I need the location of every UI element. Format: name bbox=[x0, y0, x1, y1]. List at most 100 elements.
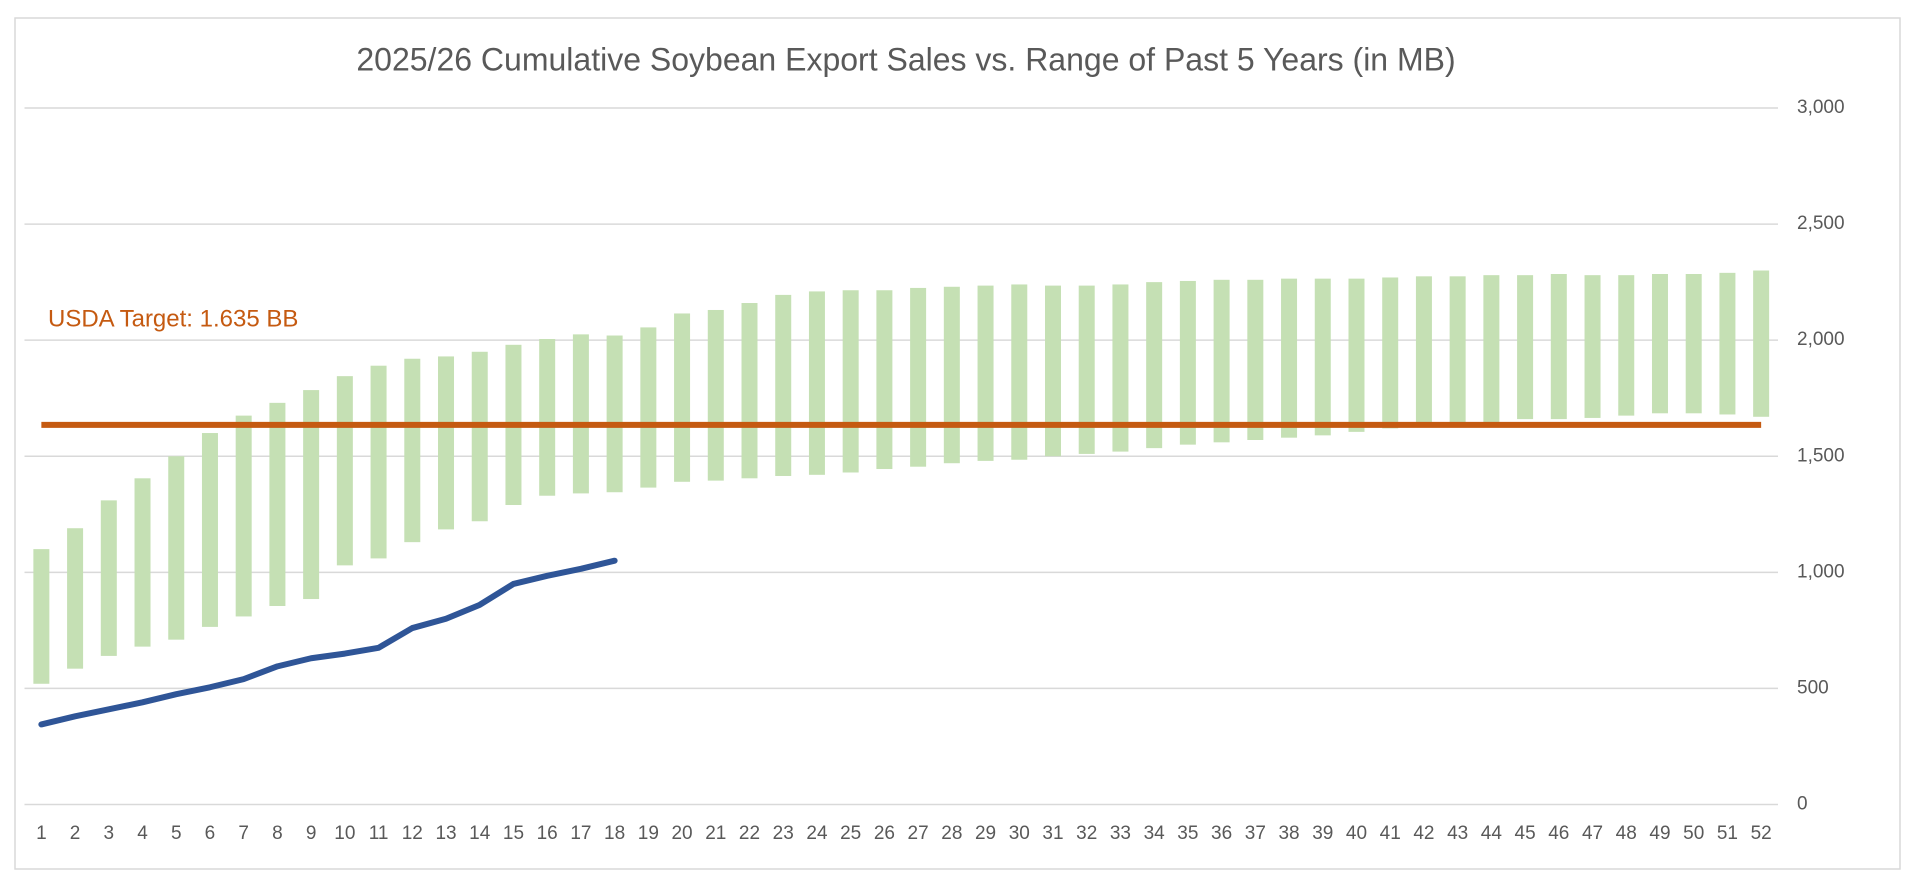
x-tick-label: 51 bbox=[1717, 823, 1738, 844]
range-bar bbox=[1314, 278, 1331, 436]
x-tick-label: 18 bbox=[604, 823, 625, 844]
range-bar bbox=[1011, 284, 1028, 460]
range-bar bbox=[977, 285, 994, 461]
x-tick-label: 37 bbox=[1245, 823, 1266, 844]
x-tick-label: 4 bbox=[137, 823, 148, 844]
x-tick-label: 14 bbox=[469, 823, 491, 844]
x-tick-label: 26 bbox=[874, 823, 895, 844]
range-bar bbox=[1146, 282, 1163, 449]
range-bar bbox=[606, 335, 623, 493]
range-bar bbox=[572, 334, 589, 494]
x-tick-label: 10 bbox=[334, 823, 355, 844]
range-bar bbox=[1584, 275, 1601, 418]
x-tick-label: 17 bbox=[570, 823, 591, 844]
y-tick-label: 500 bbox=[1797, 677, 1829, 698]
x-tick-label: 11 bbox=[369, 823, 389, 844]
x-tick-label: 9 bbox=[306, 823, 317, 844]
y-tick-label: 0 bbox=[1797, 794, 1808, 815]
range-bar bbox=[539, 339, 556, 496]
range-bar bbox=[438, 356, 455, 530]
x-tick-label: 6 bbox=[205, 823, 216, 844]
range-bar bbox=[1247, 279, 1264, 440]
range-bar bbox=[1719, 272, 1736, 415]
range-bar bbox=[1517, 275, 1534, 420]
x-tick-label: 3 bbox=[104, 823, 115, 844]
x-tick-label: 5 bbox=[171, 823, 182, 844]
x-tick-label: 13 bbox=[435, 823, 456, 844]
x-tick-label: 52 bbox=[1751, 823, 1772, 844]
x-tick-label: 32 bbox=[1076, 823, 1097, 844]
y-tick-label: 1,500 bbox=[1797, 445, 1845, 466]
range-bar bbox=[1685, 273, 1702, 414]
range-bar bbox=[1078, 285, 1095, 454]
x-tick-label: 44 bbox=[1481, 823, 1503, 844]
range-bar bbox=[707, 309, 724, 481]
x-tick-label: 15 bbox=[503, 823, 524, 844]
range-bar bbox=[640, 327, 657, 488]
x-tick-label: 36 bbox=[1211, 823, 1232, 844]
x-tick-label: 41 bbox=[1380, 823, 1401, 844]
range-bar bbox=[1112, 284, 1129, 452]
x-tick-label: 19 bbox=[638, 823, 659, 844]
range-bar bbox=[674, 313, 691, 482]
range-bar bbox=[1483, 275, 1500, 423]
line-series bbox=[38, 557, 618, 728]
range-bar bbox=[876, 290, 893, 470]
range-bar bbox=[100, 500, 117, 656]
range-bar bbox=[842, 290, 859, 473]
range-bar bbox=[269, 402, 286, 606]
range-bar bbox=[33, 549, 50, 684]
range-bar bbox=[201, 433, 218, 627]
range-bar bbox=[741, 303, 758, 479]
x-tick-label: 24 bbox=[806, 823, 828, 844]
range-bar bbox=[1179, 280, 1196, 445]
range-bar bbox=[336, 376, 353, 566]
x-tick-label: 34 bbox=[1144, 823, 1166, 844]
y-tick-label: 2,500 bbox=[1797, 213, 1845, 234]
range-bar bbox=[67, 528, 84, 669]
range-bar bbox=[1449, 276, 1466, 424]
range-bar bbox=[1550, 273, 1567, 420]
range-bar bbox=[1651, 273, 1668, 414]
range-bar bbox=[1348, 278, 1365, 432]
x-tick-label: 1 bbox=[36, 823, 47, 844]
range-bar bbox=[1213, 279, 1230, 443]
y-tick-label: 1,000 bbox=[1797, 561, 1845, 582]
y-tick-label: 3,000 bbox=[1797, 97, 1845, 118]
x-tick-label: 28 bbox=[941, 823, 962, 844]
x-tick-label: 50 bbox=[1683, 823, 1704, 844]
range-bar bbox=[1382, 277, 1399, 429]
x-tick-label: 2 bbox=[70, 823, 81, 844]
range-bar bbox=[404, 358, 421, 543]
x-tick-label: 12 bbox=[402, 823, 423, 844]
range-bar bbox=[943, 286, 960, 464]
x-tick-label: 39 bbox=[1312, 823, 1333, 844]
x-tick-label: 7 bbox=[238, 823, 249, 844]
x-tick-label: 20 bbox=[671, 823, 692, 844]
x-tick-label: 38 bbox=[1278, 823, 1299, 844]
x-tick-label: 42 bbox=[1413, 823, 1434, 844]
range-bar bbox=[1281, 278, 1298, 438]
range-bar bbox=[1044, 285, 1061, 457]
x-tick-label: 33 bbox=[1110, 823, 1131, 844]
range-bar bbox=[370, 365, 387, 559]
x-tick-label: 23 bbox=[773, 823, 794, 844]
x-tick-label: 16 bbox=[537, 823, 558, 844]
x-tick-label: 27 bbox=[908, 823, 929, 844]
range-bar bbox=[775, 294, 792, 476]
y-tick-label: 2,000 bbox=[1797, 329, 1845, 350]
range-bar bbox=[471, 351, 488, 522]
x-tick-label: 48 bbox=[1616, 823, 1637, 844]
x-tick-label: 8 bbox=[272, 823, 283, 844]
range-bar bbox=[134, 478, 151, 647]
x-tick-label: 40 bbox=[1346, 823, 1367, 844]
range-bar bbox=[303, 390, 320, 600]
range-bar bbox=[1618, 275, 1635, 416]
x-tick-label: 22 bbox=[739, 823, 760, 844]
range-bar bbox=[808, 291, 825, 475]
range-bar bbox=[1753, 270, 1770, 417]
target-label: USDA Target: 1.635 BB bbox=[48, 305, 298, 332]
x-tick-label: 29 bbox=[975, 823, 996, 844]
range-bar bbox=[1415, 276, 1432, 427]
x-tick-label: 47 bbox=[1582, 823, 1603, 844]
